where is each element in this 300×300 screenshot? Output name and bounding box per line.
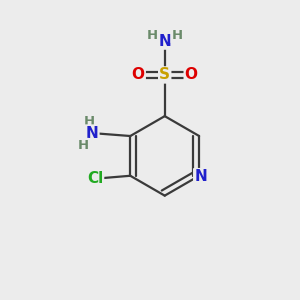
- Text: S: S: [159, 68, 170, 82]
- Text: Cl: Cl: [87, 171, 103, 186]
- Text: O: O: [132, 68, 145, 82]
- Text: N: N: [85, 126, 98, 141]
- Text: H: H: [78, 139, 89, 152]
- Text: H: H: [172, 29, 183, 42]
- Text: N: N: [158, 34, 171, 49]
- Text: H: H: [83, 115, 94, 128]
- Text: H: H: [147, 29, 158, 42]
- Text: O: O: [185, 68, 198, 82]
- Text: N: N: [194, 169, 207, 184]
